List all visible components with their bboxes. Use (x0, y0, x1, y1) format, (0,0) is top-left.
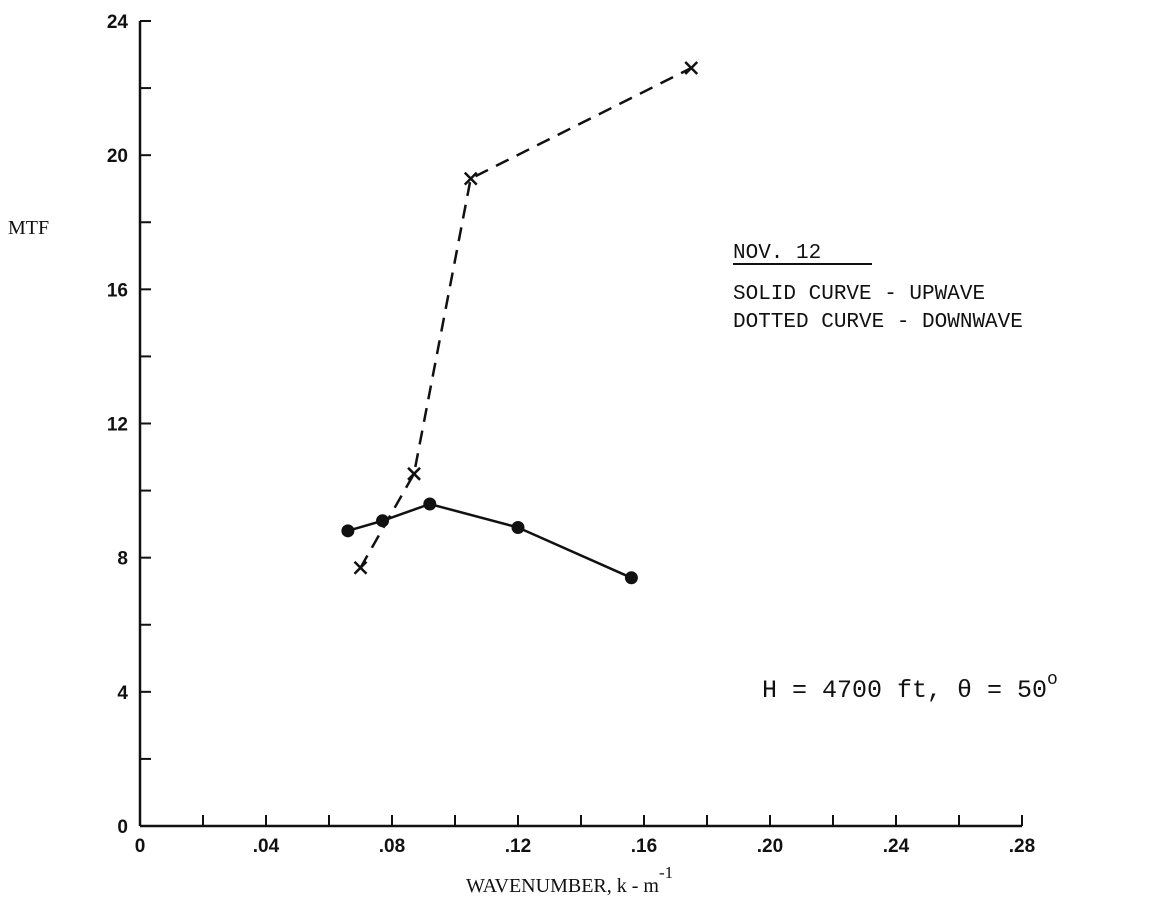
x-tick-label: .24 (883, 836, 910, 857)
data-point-upwave (511, 520, 525, 534)
data-point-downwave (353, 560, 368, 575)
y-tick-label: 20 (107, 146, 128, 167)
series-lines (347, 66, 692, 579)
x-axis-title-text: WAVENUMBER, k - m (466, 875, 659, 897)
x-marker-stroke (684, 61, 699, 75)
y-axis-title: MTF (8, 217, 49, 239)
y-tick-label: 24 (107, 12, 129, 33)
x-tick-label: .12 (505, 836, 531, 857)
y-tick-label: 4 (117, 683, 128, 704)
data-point-upwave (624, 571, 638, 585)
data-point-downwave (684, 61, 699, 75)
annotation-parameters-text: H = 4700 ft, θ = 50 (762, 676, 1047, 705)
x-marker-stroke (407, 466, 421, 481)
x-tick-label: 0 (135, 836, 146, 857)
data-point-downwave (463, 171, 478, 186)
series-line-upwave (347, 502, 632, 579)
y-tick-label: 16 (107, 280, 128, 301)
x-tick-label: .08 (379, 836, 405, 857)
annotation-parameters: H = 4700 ft, θ = 50o (762, 670, 1058, 705)
annotation-date: NOV. 12 (733, 242, 821, 265)
axes (138, 21, 1022, 828)
series-markers (341, 61, 699, 585)
y-tick-label: 8 (117, 549, 128, 570)
data-point-downwave (407, 466, 421, 481)
x-axis-title-exponent: -1 (659, 863, 673, 882)
x-axis-title: WAVENUMBER, k - m-1 (466, 863, 673, 897)
x-marker-stroke (463, 171, 478, 186)
y-ticks: 0 4 8 12 16 20 24 (107, 12, 151, 838)
x-marker-stroke (353, 560, 368, 575)
series-line-downwave (359, 66, 692, 569)
x-tick-label: .16 (631, 836, 657, 857)
legend-dotted-label: DOTTED CURVE - DOWNWAVE (733, 311, 1023, 334)
y-tick-label: 12 (107, 415, 128, 436)
annotation-parameters-degree: o (1047, 670, 1058, 690)
data-point-upwave (423, 497, 437, 511)
x-tick-label: .20 (757, 836, 783, 857)
legend-solid-label: SOLID CURVE - UPWAVE (733, 283, 985, 306)
data-point-upwave (376, 514, 390, 528)
x-tick-label: .04 (253, 836, 280, 857)
x-ticks: 0 .04 .08 .12 .16 .20 .24 .28 (135, 815, 1035, 857)
x-tick-label: .28 (1009, 836, 1035, 857)
y-tick-label: 0 (117, 817, 128, 838)
data-point-upwave (341, 524, 355, 538)
